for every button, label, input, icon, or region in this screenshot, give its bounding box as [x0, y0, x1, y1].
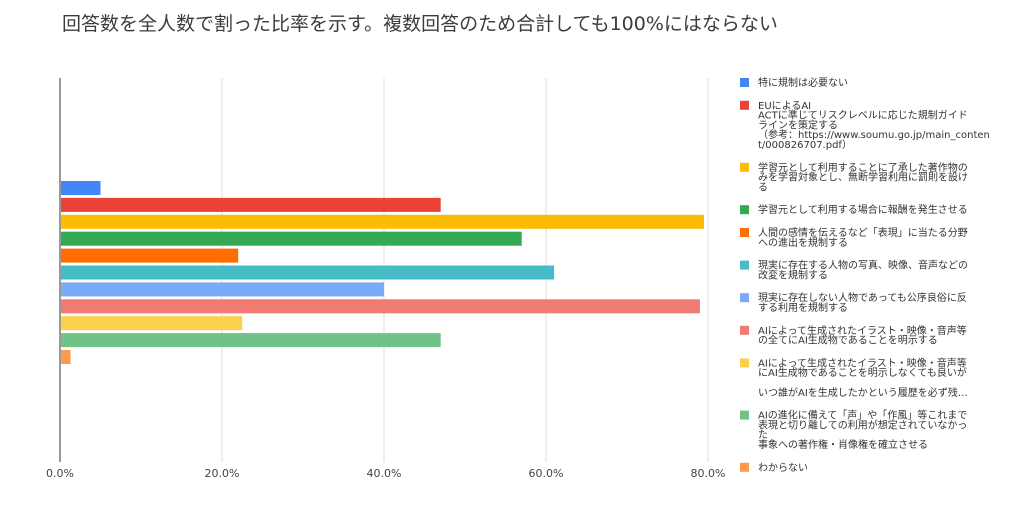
bar: 学習元として利用することに了承した著作物のみを学習対象とし、無断学習利用に罰則を…: [61, 214, 704, 229]
bar: 特に規制は必要ない: [61, 181, 101, 195]
bar: AIの進化に備えて「声」や「作風」等これまで表現と切り離しての利用が想定されてい…: [61, 333, 441, 348]
bar: AIによって生成されたイラスト・映像・音声等にAI生成物であることを明示しなくて…: [61, 316, 243, 331]
legend-label: にAI生成物であることを明示しなくても良いが: [758, 366, 967, 379]
x-tick-label: 80.0%: [691, 467, 726, 480]
legend: 特に規制は必要ない EUによるAIACTに準じてリスクレベルに応じた規制ガイドライ…: [740, 76, 990, 474]
legend-label: 改変を規制する: [758, 268, 828, 281]
legend-swatch: [740, 78, 749, 87]
legend-label: 事象への著作権・肖像権を確立させる: [758, 438, 928, 451]
legend-label: 現実に存在しない人物であっても公序良俗に反: [758, 291, 967, 304]
legend-swatch: [740, 293, 749, 303]
legend-label: AIの進化に備えて「声」や「作風」等これまで: [758, 409, 967, 422]
legend-label: の全てにAI生成物であることを明示する: [758, 334, 938, 347]
legend-label: ACTに準じてリスクレベルに応じた規制ガイド: [758, 109, 968, 122]
legend-label: 学習元として利用する場合に報酬を発生させる: [758, 203, 968, 216]
legend-label: 現実に存在する人物の写真、映像、音声などの: [758, 259, 968, 272]
legend-swatch: [740, 228, 749, 237]
x-tick-label: 40.0%: [367, 467, 402, 480]
legend-swatch: [740, 358, 749, 368]
x-tick-label: 0.0%: [46, 467, 74, 480]
x-axis-ticks: 0.0% 20.0% 40.0% 60.0% 80.0%: [46, 467, 725, 480]
bars: 特に規制は必要ない EUによるAI ACTに準じてリスクレベルに応じた規制ガイドラ…: [61, 181, 704, 364]
legend-label: AIによって生成されたイラスト・映像・音声等: [758, 324, 967, 337]
x-tick-label: 60.0%: [529, 467, 564, 480]
legend-label: いつ誰がAIを生成したかという履歴を必ず残…: [758, 386, 968, 399]
legend-label: 表現と切り離しての利用が想定されていなかっ: [758, 418, 967, 431]
legend-label: た: [758, 429, 768, 441]
legend-label: 特に規制は必要ない: [758, 76, 848, 89]
legend-label: t/000826707.pdf）: [758, 139, 852, 151]
legend-label: する利用を規制する: [758, 301, 848, 314]
legend-label: る: [758, 181, 768, 193]
legend-label: わからない: [758, 462, 808, 474]
legend-label: 学習元として利用することに了承した著作物の: [758, 161, 968, 174]
legend-label: への進出を規制する: [758, 236, 848, 249]
legend-swatch: [740, 260, 749, 270]
legend-label: EUによるAI: [758, 100, 811, 112]
chart-title: 回答数を全人数で割った比率を示す。複数回答のため合計しても100%にはならない: [62, 13, 778, 35]
x-tick-label: 20.0%: [205, 467, 240, 480]
legend-swatch: [740, 100, 749, 110]
legend-swatch: [740, 325, 749, 335]
legend-swatch: [740, 162, 749, 172]
legend-label: AIによって生成されたイラスト・映像・音声等: [758, 356, 967, 369]
legend-swatch: [740, 462, 749, 472]
legend-label: ラインを策定する: [758, 118, 838, 131]
legend-swatch: [740, 410, 749, 420]
bar: 学習元として利用する場合に報酬を発生させる: [61, 231, 522, 246]
legend-label: みを学習対象とし、無断学習利用に罰則を設け: [758, 171, 968, 184]
bar: わからない: [61, 350, 71, 364]
bar: AIによって生成されたイラスト・映像・音声等の全てにAI生成物であることを明示す…: [61, 299, 700, 314]
legend-label: 人間の感情を伝えるなど「表現」に当たる分野: [758, 226, 968, 239]
bar: EUによるAI ACTに準じてリスクレベルに応じた規制ガイドラインを策定する（参…: [61, 197, 441, 212]
legend-label: （参考：https://www.soumu.go.jp/main_conten: [758, 128, 990, 141]
legend-swatch: [740, 205, 749, 215]
